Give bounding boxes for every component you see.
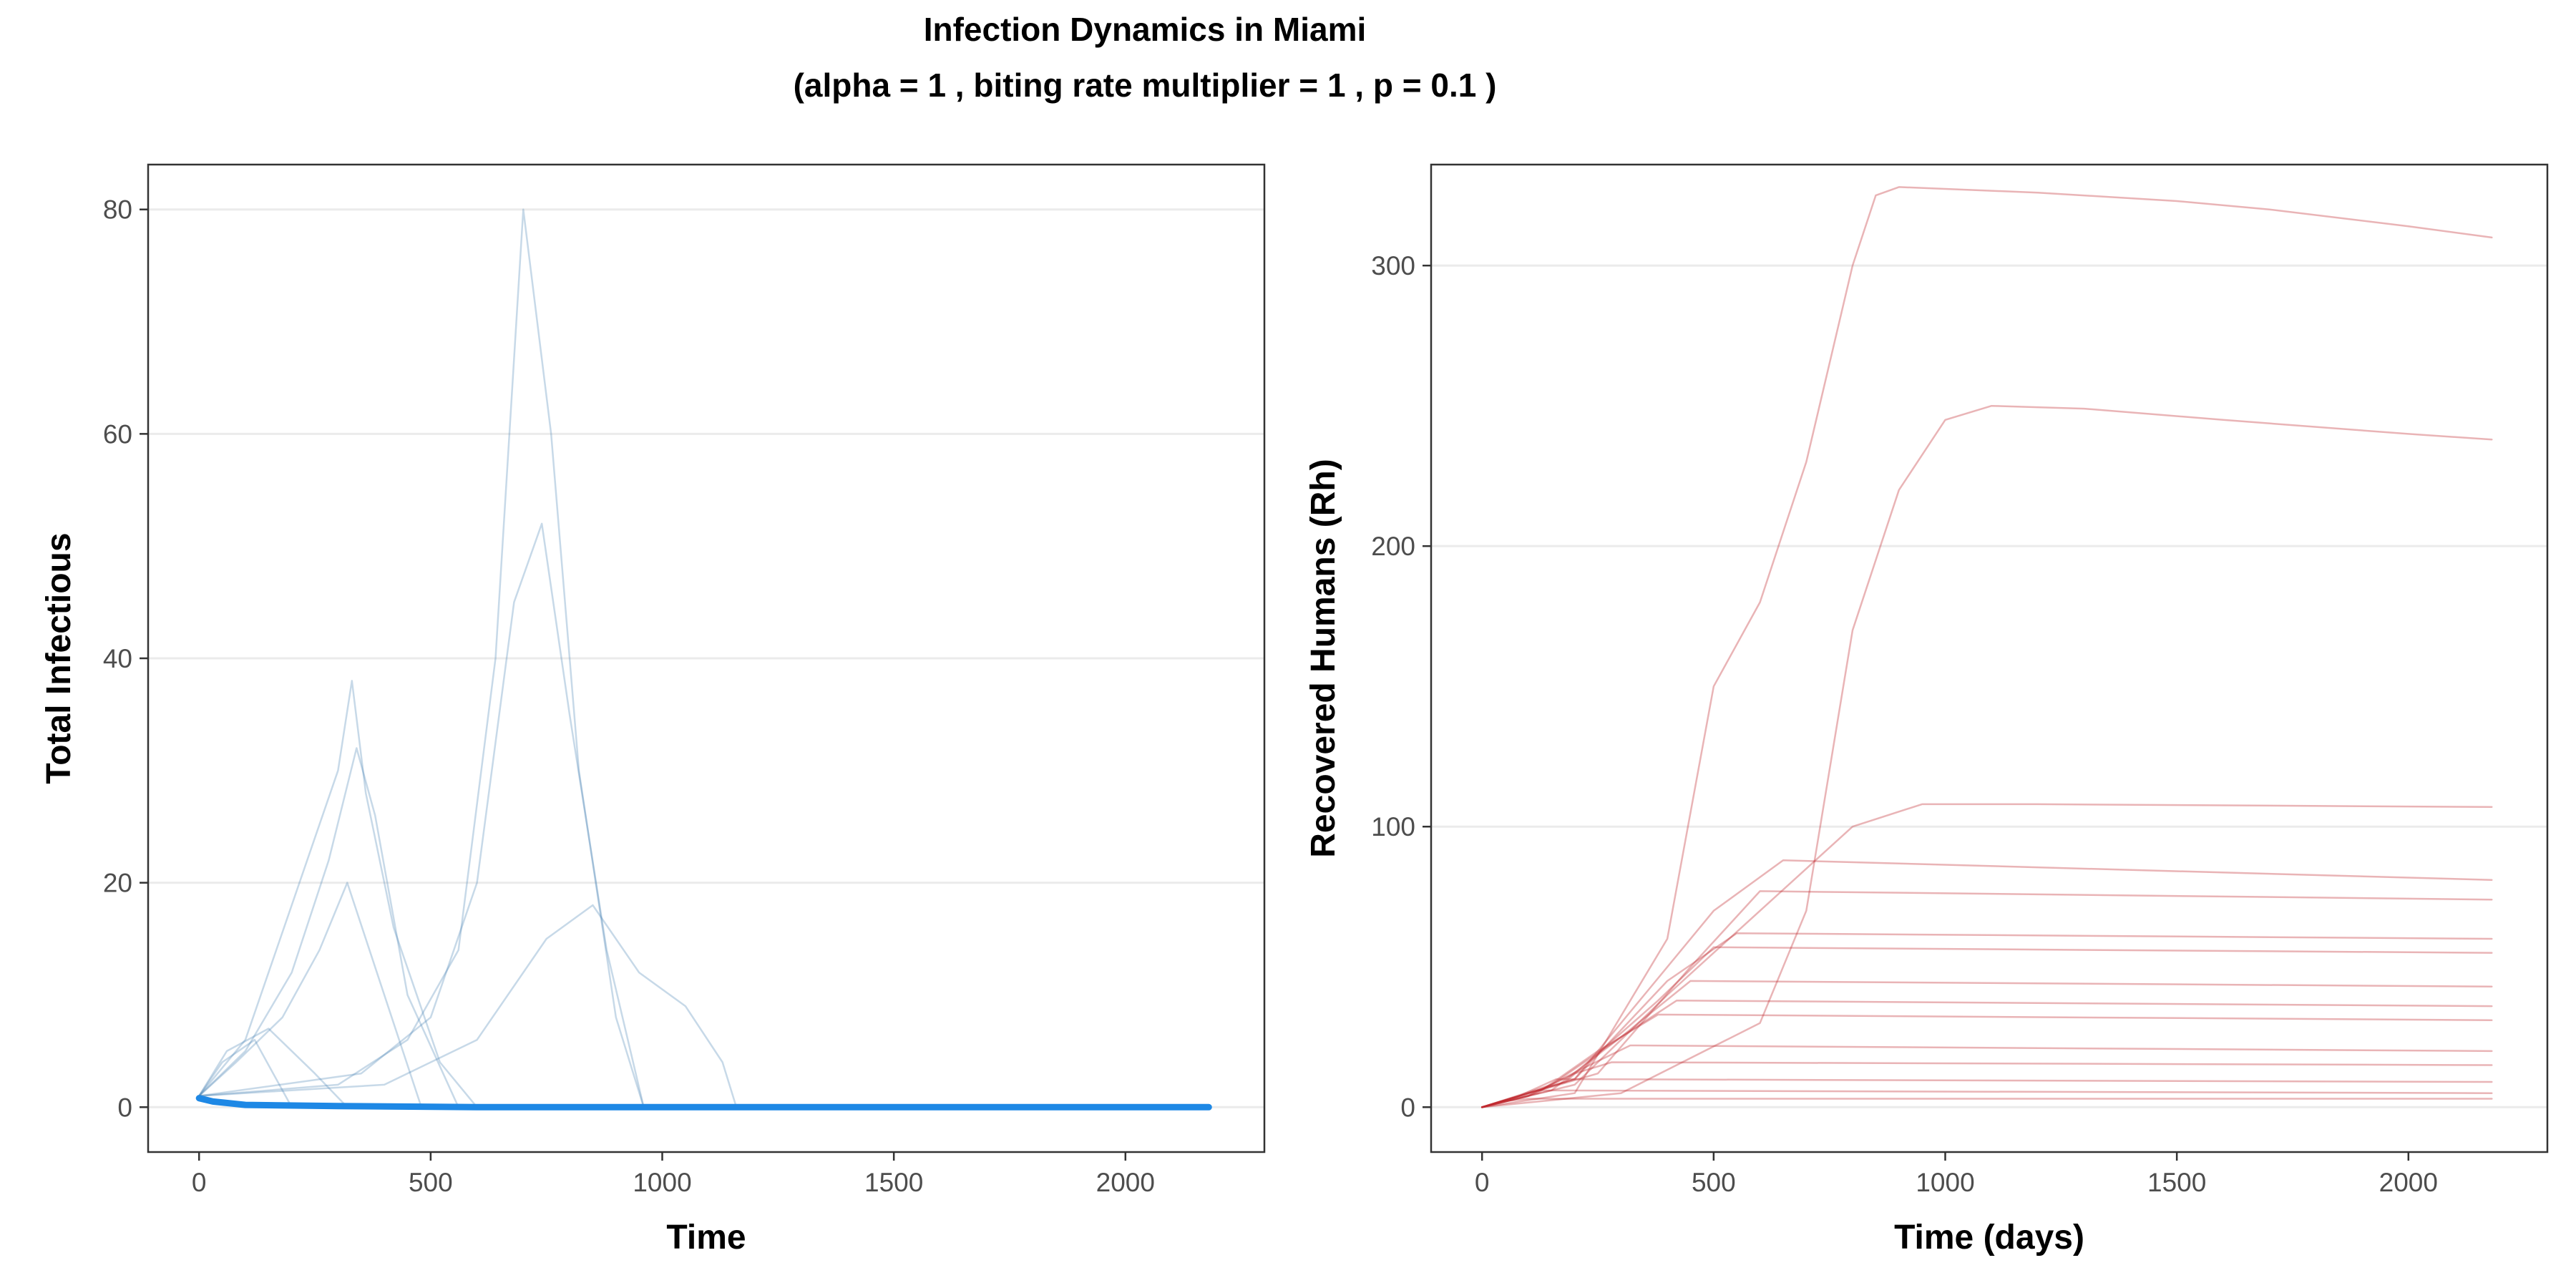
- infectious-series-line-4: [197, 522, 645, 1108]
- recovered-xtick-label: 0: [1475, 1168, 1490, 1197]
- figure-title: Infection Dynamics in Miami: [923, 11, 1367, 48]
- recovered-series-line-8: [1480, 1000, 2493, 1108]
- recovered-series-line-7: [1480, 980, 2493, 1108]
- recovered-series-line-11: [1480, 1061, 2493, 1108]
- recovered-series-line-6: [1480, 946, 2493, 1108]
- infectious-series-line-5: [197, 904, 738, 1108]
- recovered-series-line-0: [1480, 186, 2493, 1108]
- recovered-series-line-13: [1480, 1089, 2493, 1108]
- recovered-series-group: [1480, 186, 2493, 1108]
- infectious-ytick-label: 20: [103, 869, 132, 898]
- recovered-xtick-label: 500: [1692, 1168, 1736, 1197]
- recovered-series-line-12: [1480, 1078, 2493, 1108]
- recovered-ytick-label: 0: [1400, 1093, 1415, 1122]
- infectious-series-line-2: [197, 882, 423, 1108]
- recovered-series-line-1: [1480, 404, 2493, 1108]
- recovered-series-line-10: [1480, 1044, 2493, 1108]
- infectious-x-axis-title: Time: [666, 1219, 746, 1257]
- figure-subtitle: (alpha = 1 , biting rate multiplier = 1 …: [793, 67, 1497, 104]
- recovered-y-axis-title: Recovered Humans (Rh): [1304, 459, 1342, 857]
- infectious-series-line-3: [197, 208, 645, 1108]
- infectious-series-line-0: [197, 680, 478, 1108]
- infectious-series-group: [195, 208, 1212, 1111]
- recovered-xtick-label: 2000: [2379, 1168, 2438, 1197]
- recovered-panel-border: [1430, 163, 2549, 1153]
- infectious-series-line-1: [197, 747, 459, 1108]
- infectious-series-line-7: [197, 1038, 293, 1108]
- infectious-ytick-label: 60: [103, 419, 132, 449]
- infectious-xtick-label: 1500: [864, 1168, 923, 1197]
- infectious-ytick-label: 80: [103, 195, 132, 225]
- recovered-xtick-label: 1000: [1916, 1168, 1974, 1197]
- recovered-series-line-5: [1480, 932, 2493, 1108]
- recovered-ytick-label: 200: [1371, 532, 1415, 561]
- infectious-ytick-label: 40: [103, 644, 132, 673]
- infectious-panel: 0 20 40 60 80 0 500 1000 1500 2000 Time Total Infec…: [40, 163, 1266, 1257]
- recovered-series-line-9: [1480, 1013, 2493, 1108]
- recovered-ytick-label: 300: [1371, 251, 1415, 280]
- recovered-xtick-label: 1500: [2147, 1168, 2206, 1197]
- recovered-series-line-14: [1480, 1098, 2493, 1108]
- recovered-series-line-2: [1480, 803, 2493, 1108]
- recovered-x-axis-title: Time (days): [1894, 1219, 2084, 1257]
- recovered-series-line-4: [1480, 890, 2493, 1108]
- infectious-y-axis-title: Total Infectious: [40, 532, 78, 784]
- infectious-panel-border: [147, 163, 1266, 1153]
- infectious-ytick-label: 0: [117, 1093, 132, 1122]
- infectious-series-line-6: [197, 1028, 348, 1108]
- mean-line: [195, 1095, 1212, 1111]
- recovered-panel: 0 100 200 300 0 500 1000 1500 2000 Time (days) Rec…: [1304, 163, 2549, 1257]
- infectious-xtick-label: 2000: [1096, 1168, 1155, 1197]
- recovered-ytick-label: 100: [1371, 812, 1415, 841]
- infectious-xtick-label: 500: [409, 1168, 453, 1197]
- infectious-xtick-label: 0: [192, 1168, 207, 1197]
- infectious-xtick-label: 1000: [633, 1168, 691, 1197]
- recovered-series-line-3: [1480, 859, 2493, 1108]
